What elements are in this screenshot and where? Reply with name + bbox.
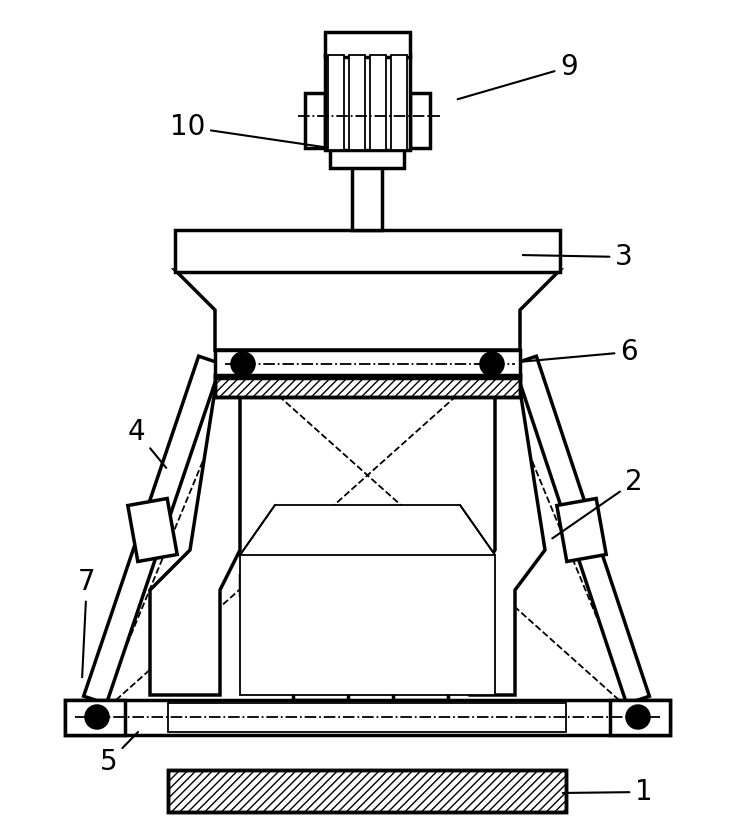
Circle shape — [627, 706, 649, 728]
Bar — [65, 700, 125, 735]
Text: 1: 1 — [563, 778, 653, 806]
Bar — [65, 700, 670, 735]
Text: 7: 7 — [78, 568, 95, 677]
Bar — [215, 350, 520, 378]
Text: 9: 9 — [458, 53, 578, 100]
Polygon shape — [128, 499, 177, 562]
Text: 2: 2 — [552, 468, 643, 539]
Bar — [325, 55, 410, 150]
Polygon shape — [514, 356, 650, 704]
Polygon shape — [150, 390, 240, 695]
Bar — [349, 55, 365, 150]
Bar — [168, 703, 566, 732]
Text: 10: 10 — [170, 113, 327, 148]
Bar — [175, 230, 560, 272]
Bar — [352, 165, 382, 230]
Bar — [215, 375, 520, 397]
Circle shape — [86, 706, 108, 728]
Bar — [391, 55, 407, 150]
Polygon shape — [84, 356, 222, 704]
Bar — [240, 575, 500, 595]
Text: 3: 3 — [523, 243, 633, 271]
Bar — [610, 700, 670, 735]
Bar — [330, 148, 404, 168]
Bar — [293, 580, 348, 700]
Polygon shape — [175, 270, 560, 350]
Bar — [325, 32, 410, 57]
Bar — [168, 703, 566, 732]
Circle shape — [481, 353, 503, 375]
Bar — [215, 375, 520, 397]
Polygon shape — [470, 390, 545, 695]
Polygon shape — [240, 505, 495, 695]
Bar — [410, 93, 430, 148]
Bar — [328, 55, 344, 150]
Bar — [393, 580, 448, 700]
Circle shape — [232, 353, 254, 375]
Bar — [168, 770, 566, 812]
Bar — [168, 770, 566, 812]
Polygon shape — [557, 499, 606, 562]
Text: 5: 5 — [100, 732, 138, 776]
Text: 4: 4 — [128, 418, 166, 468]
Bar — [370, 55, 386, 150]
Bar — [305, 93, 325, 148]
Text: 6: 6 — [520, 338, 638, 366]
